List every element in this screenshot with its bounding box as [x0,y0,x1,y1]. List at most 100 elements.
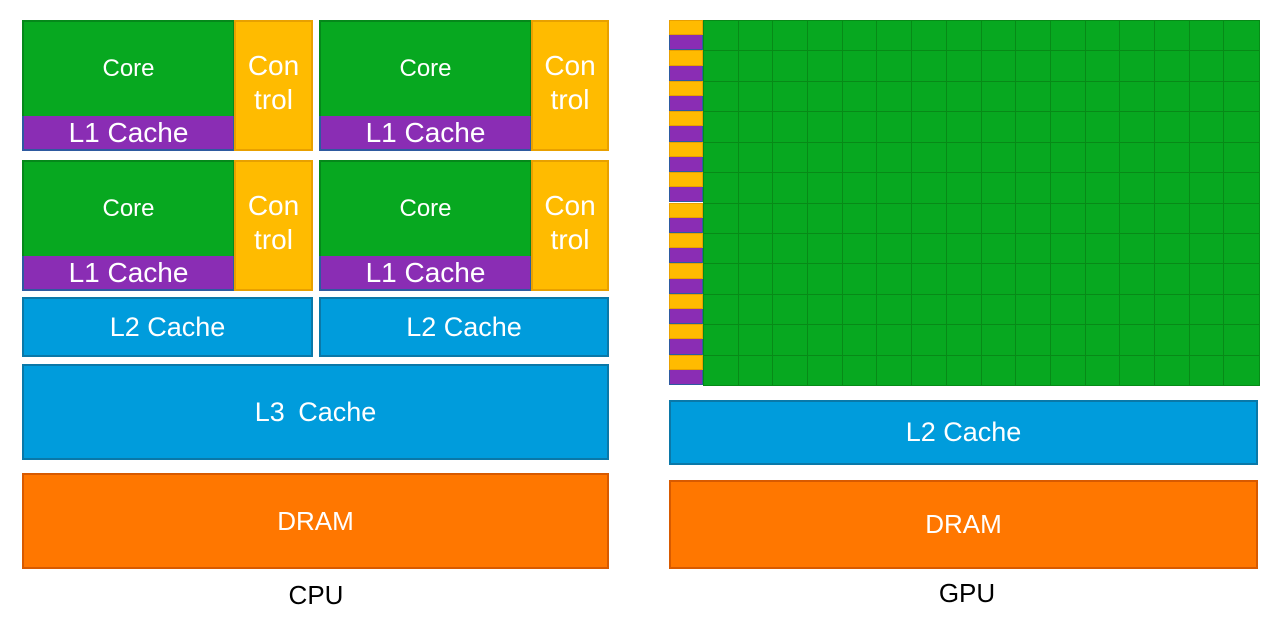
gpu-core-cell [945,293,982,326]
gpu-core-cell [807,263,844,296]
gpu-core-cell [1049,111,1087,144]
gpu-core-cell [1188,263,1225,296]
gpu-core-cell [876,141,913,174]
control-stripe [669,141,703,157]
gpu-core-cell [1153,293,1191,326]
gpu-core-cell [1153,80,1191,113]
gpu-core-cell [841,263,878,296]
gpu-core-cell [911,172,948,204]
gpu-core-cell [807,172,844,204]
gpu-core-cell [737,263,774,296]
gpu-core-cell [1119,354,1156,387]
gpu-core-cell [737,50,774,83]
l1-label: L1 Cache [68,256,189,288]
cache-stripe [669,217,703,233]
gpu-core-cell [841,202,878,235]
gpu-core-cell [1223,293,1260,326]
gpu-core-cell [980,141,1017,174]
control-unit: Con trol [234,20,313,151]
control-unit: Con trol [531,20,609,151]
control-stripe [669,80,703,97]
control-stripe [669,202,703,218]
gpu-core-cell [703,50,740,83]
gpu-core-cell [980,354,1017,387]
gpu-core-cell [1084,232,1121,265]
control-label-1: Con [247,189,300,221]
gpu-core-cell [876,324,913,357]
gpu-core-cell [1015,172,1052,204]
gpu-core-cell [876,354,913,387]
gpu-core-cell [945,111,982,144]
gpu-core-cell [1223,50,1260,83]
gpu-core-cell [1049,50,1087,83]
gpu-core-cell [980,263,1017,296]
gpu-core-cell [1188,324,1225,357]
gpu-core-cell [841,111,878,144]
gpu-core-cell [703,172,740,204]
control-stripe [669,232,703,249]
gpu-core-cell [841,20,878,52]
gpu-core-cell [911,80,948,113]
gpu-core-cell [1084,324,1121,357]
dram-label: DRAM [277,505,354,536]
l3-label: L3 Cache [254,396,377,427]
cpu-l2-cache: L2 Cache [22,297,313,357]
control-stripe [669,324,703,340]
gpu-core-cell [911,50,948,83]
core-label: Core [102,55,155,82]
gpu-core-cell [1119,232,1156,265]
gpu-core-cell [1153,20,1191,52]
l1-label: L1 Cache [365,116,486,148]
gpu-core-cell [1153,263,1191,296]
l1-cache: L1 Cache [22,116,235,151]
l1-label: L1 Cache [365,256,486,288]
gpu-core-cell [911,324,948,357]
control-stripe [669,293,703,309]
control-stripe [669,111,703,127]
cpu-l2-cache: L2 Cache [319,297,609,357]
gpu-core-cell [945,354,982,387]
gpu-core-cell [911,141,948,174]
gpu-core-cell [1223,80,1260,113]
gpu-core-cell [1015,232,1052,265]
gpu-core-cell [1153,50,1191,83]
cpu-label: CPU [288,580,344,610]
gpu-core-cell [772,293,809,326]
gpu-core-cell [1084,293,1121,326]
gpu-core-cell [911,232,948,265]
gpu-core-cell [1049,141,1087,174]
gpu-core-cell [980,232,1017,265]
gpu-core-cell [1119,80,1156,113]
gpu-core-cell [911,111,948,144]
gpu-core-cell [980,293,1017,326]
gpu-core-cell [1223,324,1260,357]
gpu-core-cell [1049,202,1087,235]
gpu-core-cell [1223,20,1260,52]
gpu-core-cell [772,172,809,204]
gpu-core-cell [1084,20,1121,52]
gpu-core-cell [1188,50,1225,83]
gpu-core-cell [772,202,809,235]
cache-stripe [669,156,703,173]
gpu-core-cell [772,324,809,357]
gpu-core-cell [1049,263,1087,296]
gpu-core-cell [807,293,844,326]
gpu-core-cell [1119,20,1156,52]
gpu-core-cell [980,50,1017,83]
gpu-core-cell [1188,172,1225,204]
gpu-core-cell [737,293,774,326]
control-stripe [669,172,703,188]
control-stripe [669,263,703,279]
gpu-core-cell [703,232,740,265]
gpu-core-cell [1049,354,1087,387]
gpu-core-cell [772,50,809,83]
gpu-core-cell [772,232,809,265]
gpu-core-cell [876,20,913,52]
gpu-core-cell [980,111,1017,144]
gpu-core-cell [1188,20,1225,52]
gpu-core-cell [1015,263,1052,296]
gpu-core-cell [1119,263,1156,296]
gpu-core-cell [1084,80,1121,113]
cache-stripe [669,308,703,325]
cache-stripe [669,278,703,294]
